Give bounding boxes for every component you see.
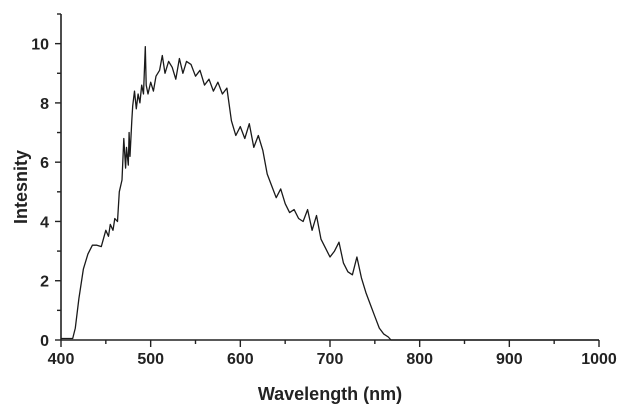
y-tick-label: 6 xyxy=(40,155,49,172)
y-tick-label: 2 xyxy=(40,274,49,291)
x-tick-label: 600 xyxy=(227,351,254,368)
x-tick-label: 500 xyxy=(137,351,164,368)
y-tick-label: 4 xyxy=(40,214,49,231)
x-axis-title: Wavelength (nm) xyxy=(258,384,402,404)
y-axis-title: Intesnity xyxy=(11,150,31,224)
intensity-series-line xyxy=(61,45,599,341)
x-ticks: 400 500 600 700 800 900 1000 xyxy=(48,340,617,368)
x-tick-label: 700 xyxy=(317,351,344,368)
x-tick-label: 1000 xyxy=(581,351,617,368)
axes xyxy=(60,14,599,341)
x-tick-label: 400 xyxy=(48,351,75,368)
x-tick-label: 900 xyxy=(496,351,523,368)
x-tick-label: 800 xyxy=(406,351,433,368)
y-ticks: 0 2 4 6 8 10 xyxy=(31,13,61,350)
y-tick-label: 10 xyxy=(31,37,49,54)
y-tick-label: 8 xyxy=(40,96,49,113)
y-tick-label: 0 xyxy=(40,333,49,350)
